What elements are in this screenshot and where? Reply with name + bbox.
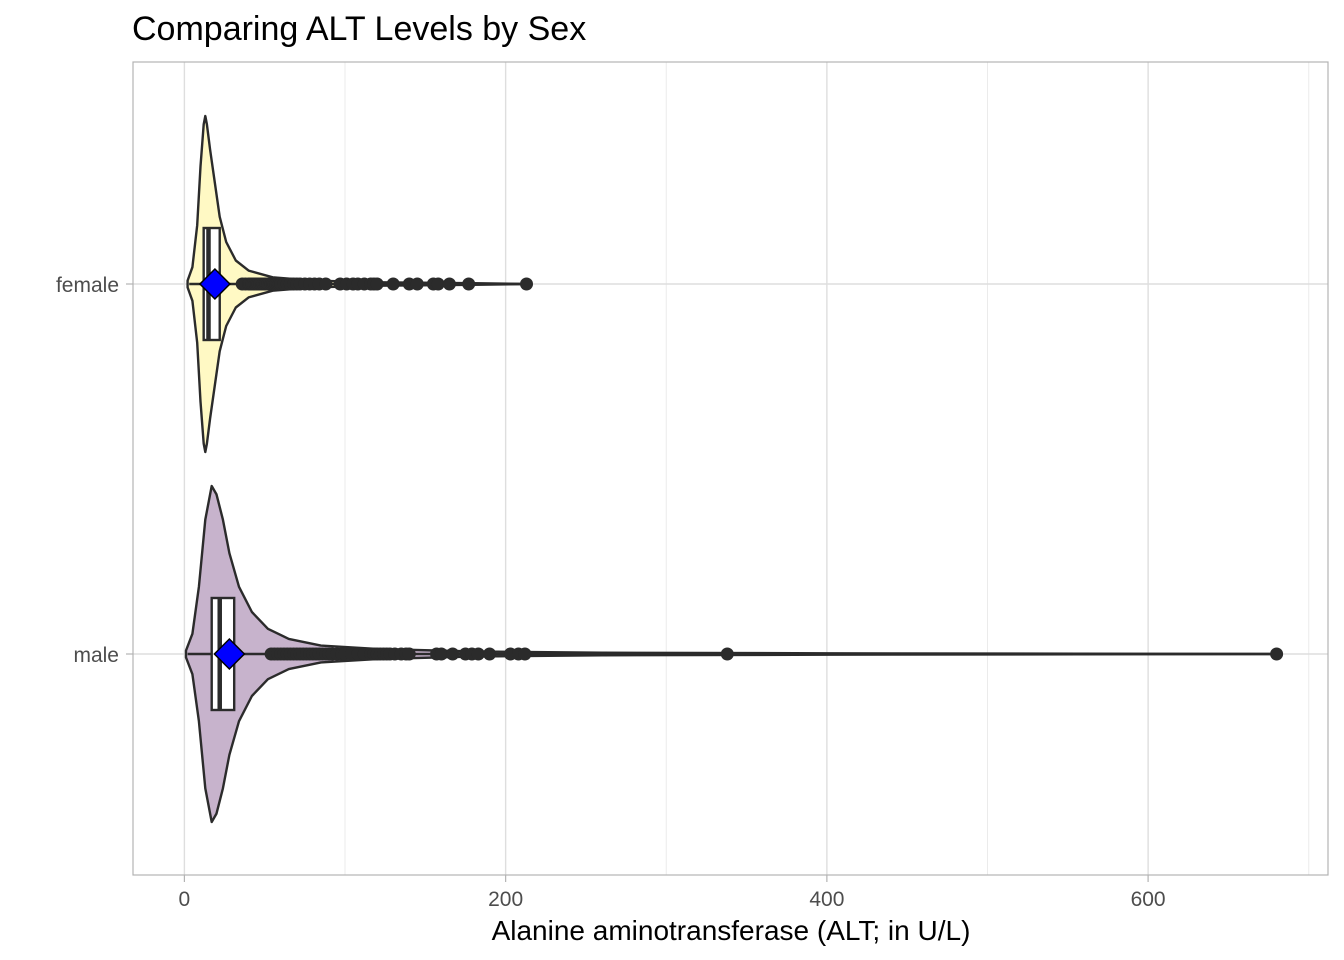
x-tick-label: 200: [488, 888, 523, 911]
x-tick-label: 0: [179, 888, 191, 911]
chart-title: Comparing ALT Levels by Sex: [132, 10, 586, 48]
outlier-point: [471, 647, 485, 661]
y-tick-label: female: [56, 274, 119, 297]
x-axis: 0 200 400 600: [179, 875, 1166, 911]
x-axis-title: Alanine aminotransferase (ALT; in U/L): [492, 915, 971, 946]
chart-marks: [184, 114, 1284, 824]
outlier-point: [446, 647, 460, 661]
outlier-point: [370, 277, 384, 291]
outlier-point: [720, 647, 734, 661]
outlier-point: [402, 647, 416, 661]
outlier-point: [442, 277, 456, 291]
mean-marker-male: [213, 637, 246, 671]
y-tick-label: male: [73, 644, 119, 667]
outlier-point: [410, 277, 424, 291]
plot-panel-border: [132, 61, 1329, 876]
outlier-point: [431, 277, 445, 291]
x-tick-label: 400: [809, 888, 844, 911]
group-female: [186, 114, 534, 454]
y-axis: female male: [56, 274, 133, 667]
mean-marker-female: [198, 267, 231, 301]
outlier-point: [1270, 647, 1284, 661]
outlier-point: [434, 647, 448, 661]
outlier-point: [520, 277, 534, 291]
outlier-point: [319, 277, 333, 291]
plot-background: [133, 62, 1328, 875]
group-male: [184, 484, 1284, 824]
outlier-point: [462, 277, 476, 291]
outlier-point: [386, 277, 400, 291]
x-tick-label: 600: [1131, 888, 1166, 911]
outlier-point: [518, 647, 532, 661]
outlier-point: [483, 647, 497, 661]
grid-minor: [344, 62, 1310, 875]
